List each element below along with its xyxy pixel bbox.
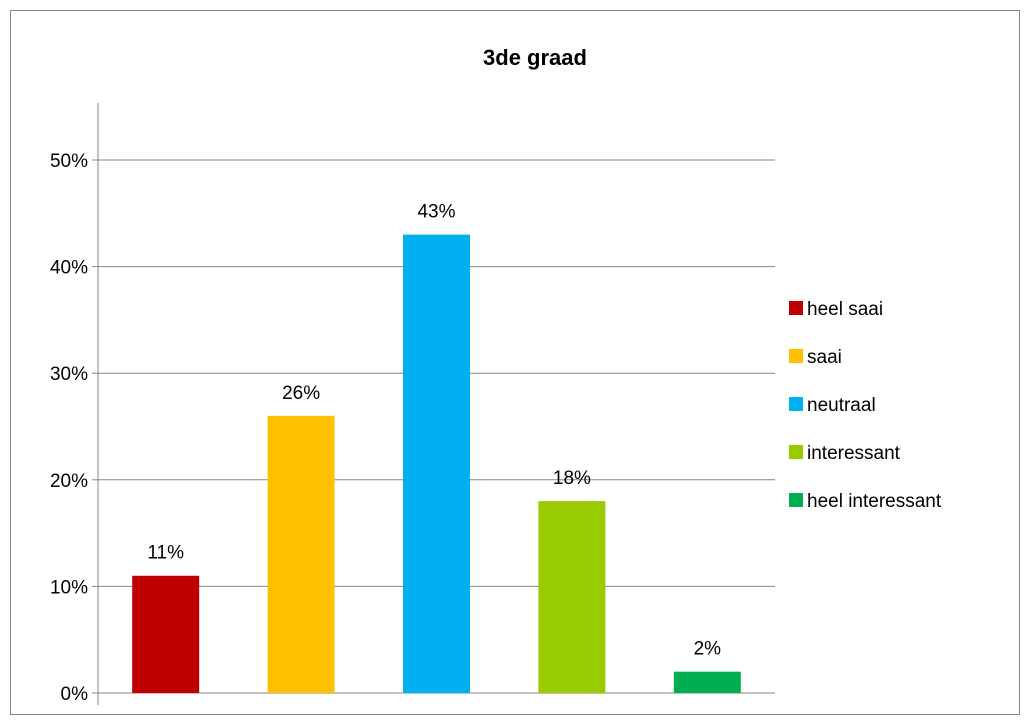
- bar-neutraal: [403, 234, 470, 693]
- y-tick-label: 20%: [50, 471, 88, 492]
- bar-saai: [267, 415, 335, 693]
- bar-interessant: [538, 501, 606, 693]
- data-label: 18%: [553, 468, 591, 489]
- y-tick-label: 10%: [50, 577, 88, 598]
- legend-label: interessant: [807, 443, 901, 464]
- axes: 0% 10% 20% 30% 40% 50%: [50, 103, 775, 705]
- legend-swatch: [789, 301, 803, 315]
- data-label: 2%: [694, 639, 722, 660]
- y-tick-label: 30%: [50, 364, 88, 385]
- y-tick-label: 50%: [50, 151, 88, 172]
- legend-swatch: [789, 397, 803, 411]
- legend-swatch: [789, 349, 803, 363]
- bars: [132, 234, 741, 693]
- legend-swatch: [789, 445, 803, 459]
- data-labels: 11% 26% 43% 18% 2%: [147, 202, 721, 660]
- legend-label: saai: [807, 347, 842, 368]
- chart-frame: 3de graad 0% 10% 20% 30% 40% 50% 11% 26% 43% 18%…: [10, 10, 1020, 715]
- legend-label: heel saai: [807, 299, 883, 320]
- bar-heel-saai: [132, 575, 200, 693]
- legend: heel saai saai neutraal interessant heel int…: [789, 299, 942, 512]
- legend-label: neutraal: [807, 395, 876, 416]
- chart-title: 3de graad: [483, 45, 587, 70]
- y-tick-label: 40%: [50, 258, 88, 279]
- y-tick-label: 0%: [61, 684, 89, 705]
- data-label: 43%: [417, 202, 455, 223]
- bar-chart: 3de graad 0% 10% 20% 30% 40% 50% 11% 26% 43% 18%…: [10, 10, 1020, 715]
- data-label: 11%: [147, 543, 184, 564]
- bar-heel-interessant: [673, 671, 741, 693]
- data-label: 26%: [282, 383, 320, 404]
- legend-swatch: [789, 493, 803, 507]
- legend-label: heel interessant: [807, 491, 942, 512]
